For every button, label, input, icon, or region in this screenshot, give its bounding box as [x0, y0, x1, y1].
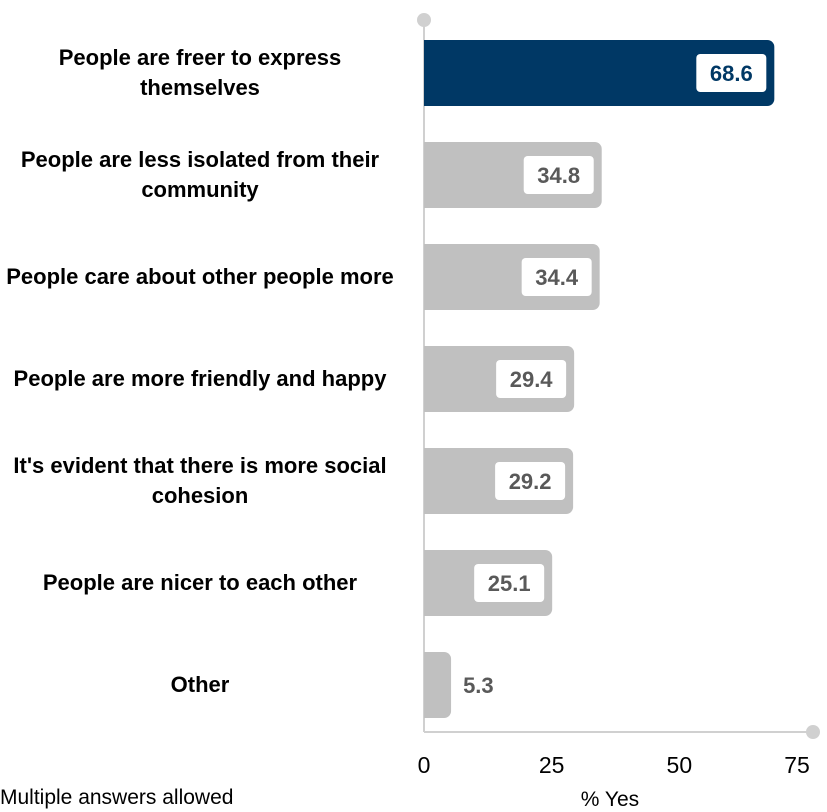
category-label: It's evident that there is more social c…: [13, 453, 387, 508]
bar-left-edge: [424, 142, 434, 208]
data-label: 29.2: [509, 469, 552, 494]
bar-left-edge: [424, 346, 434, 412]
bar: [424, 40, 775, 106]
x-axis-end-marker: [806, 725, 820, 739]
data-label-box: [496, 360, 567, 398]
bar-left-edge: [424, 550, 434, 616]
data-label: 5.3: [463, 673, 494, 698]
data-label-box: [523, 156, 594, 194]
bar-left-edge: [424, 448, 434, 514]
category-label: Other: [170, 672, 230, 697]
x-tick-label: 25: [538, 752, 565, 778]
category-label: People are freer to express themselves: [58, 45, 342, 100]
x-tick-label: 50: [666, 752, 693, 778]
x-axis-title: % Yes: [580, 788, 640, 811]
data-label: 34.8: [537, 163, 580, 188]
data-label-box: [696, 54, 767, 92]
data-label: 29.4: [510, 367, 554, 392]
x-tick-label: 0: [417, 752, 431, 778]
data-label-box: [474, 564, 545, 602]
data-label: 68.6: [710, 61, 753, 86]
category-label: People care about other people more: [6, 264, 394, 289]
data-label-box: [495, 462, 566, 500]
data-label: 25.1: [488, 571, 531, 596]
bar-left-edge: [424, 652, 434, 718]
data-label-box: [521, 258, 592, 296]
x-tick-label: 75: [784, 752, 810, 778]
data-label: 34.4: [535, 265, 579, 290]
bar-left-edge: [424, 244, 434, 310]
footnote: Multiple answers allowed: [0, 786, 234, 809]
category-label: People are more friendly and happy: [13, 366, 387, 391]
category-label: People are nicer to each other: [42, 570, 358, 595]
category-label: People are less isolated from their comm…: [20, 147, 380, 202]
y-axis-end-marker: [417, 13, 431, 27]
bar-left-edge: [424, 40, 434, 106]
